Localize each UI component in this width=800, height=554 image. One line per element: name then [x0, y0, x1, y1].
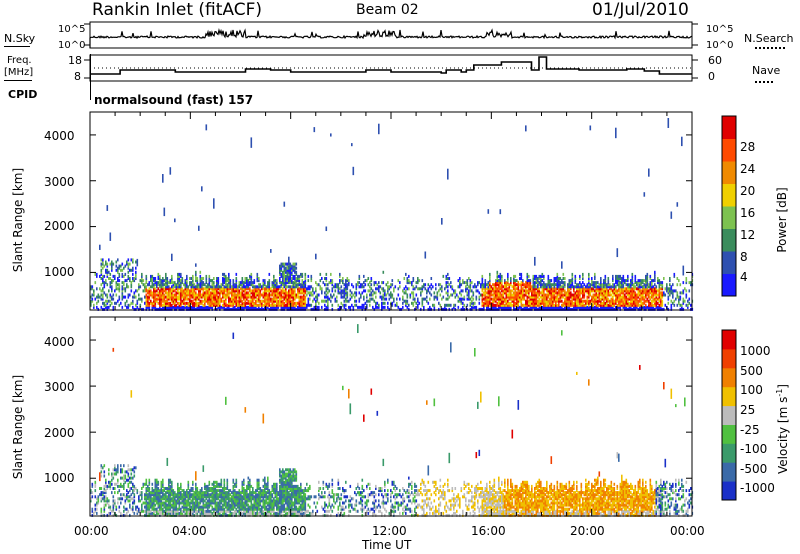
freq-label: Freq. — [7, 55, 32, 66]
power-cbar-tick-20: 20 — [740, 184, 756, 198]
nsky-label: N.Sky — [4, 32, 36, 45]
xtick-1600: 16:00 — [471, 524, 506, 538]
power-colorbar-segment — [722, 161, 736, 184]
cpid-value: normalsound (fast) 157 — [94, 93, 254, 107]
freq-tick-bottom: 8 — [74, 70, 81, 83]
velocity-colorbar-segment — [722, 462, 736, 482]
vel-cbar-label: Velocity [m s-1] — [775, 359, 790, 499]
power-cbar-tick-24: 24 — [740, 162, 756, 176]
vel-cbar-tick-100: 100 — [740, 383, 763, 397]
vel-cbar-tick-m25: -25 — [740, 423, 760, 437]
power-ytick-2000: 2000 — [44, 219, 75, 233]
station-title: Rankin Inlet (fitACF) — [92, 0, 263, 20]
freq-tick-top: 18 — [68, 54, 82, 67]
nsky-frame — [89, 21, 693, 49]
vel-cbar-label-text: Velocity — [776, 426, 790, 475]
date-title: 01/Jul/2010 — [592, 0, 689, 20]
power-cbar-tick-28: 28 — [740, 140, 756, 154]
velocity-ytick-1000: 1000 — [44, 471, 75, 485]
velocity-ylabel: Slant Range [km] — [11, 374, 25, 480]
vel-cbar-tick-m100: -100 — [740, 442, 768, 456]
nave-series-line — [90, 56, 692, 75]
xtick-0000: 00:00 — [74, 524, 109, 538]
velocity-colorbar-segment — [722, 481, 736, 501]
velocity-colorbar-segment — [722, 348, 736, 369]
cpid-label: CPID — [8, 88, 38, 101]
velocity-scatter-cells — [90, 324, 694, 517]
power-ytick-3000: 3000 — [44, 175, 75, 189]
vel-cbar-tick-25: 25 — [740, 403, 756, 417]
velocity-colorbar-segment — [722, 424, 736, 444]
xtick-0400: 04:00 — [172, 524, 207, 538]
power-ytick-4000: 4000 — [44, 129, 75, 143]
vel-cbar-tick-m500: -500 — [740, 462, 768, 476]
vel-cbar-tick-m1000: -1000 — [740, 481, 775, 495]
power-colorbar-frame — [721, 115, 737, 297]
nave-label: Nave — [752, 64, 781, 77]
velocity-frame — [89, 316, 693, 517]
nave-tick-top: 60 — [708, 54, 722, 67]
nave-dotted-key — [755, 81, 773, 83]
power-frame — [89, 111, 693, 311]
freq-frame — [89, 54, 693, 82]
velocity-colorbar-segment — [722, 386, 736, 407]
power-cbar-tick-4: 4 — [740, 270, 748, 284]
power-colorbar-segment — [722, 183, 736, 207]
power-ytick-1000: 1000 — [44, 265, 75, 279]
nsearch-dotted-key — [755, 47, 785, 49]
nsky-series-line — [89, 28, 693, 48]
power-colorbar-segment — [722, 206, 736, 229]
velocity-colorbar-segment — [722, 330, 736, 350]
velocity-colorbar-segment — [722, 443, 736, 463]
power-colorbar-segment — [722, 228, 736, 252]
power-scatter-cells — [90, 118, 694, 311]
power-colorbar-segment — [722, 273, 736, 297]
vel-cbar-tick-1000: 1000 — [740, 344, 771, 358]
nsearch-tick-top: 10^5 — [706, 24, 734, 35]
velocity-colorbar-segment — [722, 405, 736, 425]
power-cbar-tick-16: 16 — [740, 206, 756, 220]
velocity-ytick-2000: 2000 — [44, 426, 75, 440]
xtick-0800: 08:00 — [272, 524, 307, 538]
nsearch-label: N.Search — [744, 32, 794, 45]
power-cbar-tick-12: 12 — [740, 228, 756, 242]
freq-underline — [4, 80, 32, 81]
power-cbar-tick-8: 8 — [740, 250, 748, 264]
power-plot-area — [90, 112, 692, 310]
power-colorbar-segment — [722, 138, 736, 162]
power-colorbar-segment — [722, 251, 736, 274]
velocity-ytick-3000: 3000 — [44, 380, 75, 394]
nsky-tick-top: 10^5 — [58, 24, 86, 35]
vel-cbar-unit: [m s — [776, 396, 790, 424]
nsky-tick-bottom: 10^0 — [58, 40, 86, 51]
xlabel: Time UT — [362, 538, 412, 552]
xtick-2400: 00:00 — [670, 524, 705, 538]
xtick-1200: 12:00 — [372, 524, 407, 538]
nave-tick-bottom: 0 — [708, 70, 715, 83]
velocity-ytick-4000: 4000 — [44, 335, 75, 349]
nsky-underline — [4, 46, 30, 47]
vel-cbar-unit-exp: -1 — [775, 388, 784, 397]
power-cbar-label: Power [dB] — [775, 187, 789, 253]
vel-cbar-tick-500: 500 — [740, 364, 763, 378]
power-colorbar-segment — [722, 116, 736, 139]
freq-unit-label: [MHz] — [4, 67, 34, 78]
nsearch-tick-bottom: 10^0 — [706, 40, 734, 51]
beam-title: Beam 02 — [356, 2, 419, 18]
vel-cbar-unit-close: ] — [776, 384, 790, 389]
velocity-colorbar-segment — [722, 367, 736, 388]
velocity-plot-area — [90, 317, 692, 516]
xtick-2000: 20:00 — [570, 524, 605, 538]
velocity-colorbar-frame — [721, 329, 737, 501]
power-ylabel: Slant Range [km] — [11, 167, 25, 273]
